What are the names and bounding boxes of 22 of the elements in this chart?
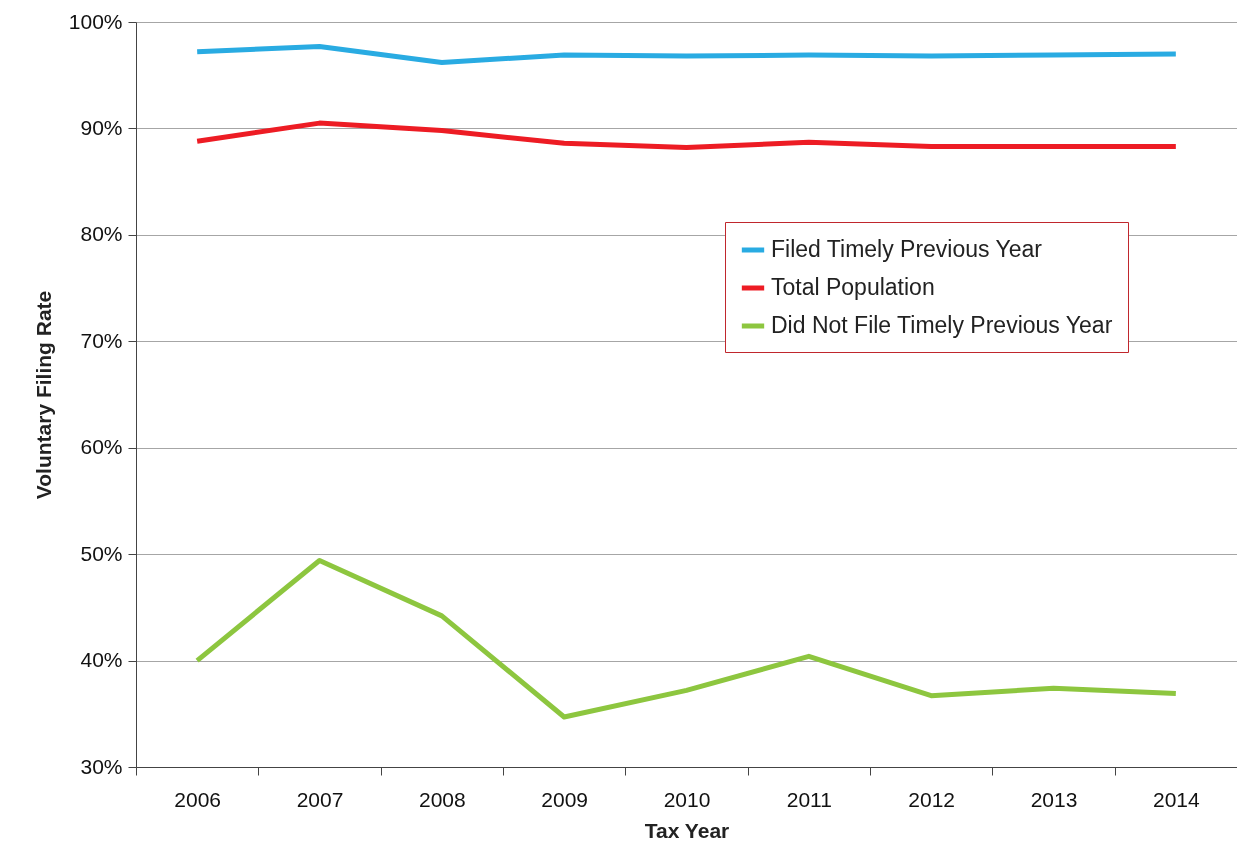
legend-label: Filed Timely Previous Year — [771, 236, 1043, 262]
y-axis-title: Voluntary Filing Rate — [31, 290, 55, 500]
x-tick-label: 2014 — [1152, 787, 1201, 811]
legend-label: Total Population — [771, 274, 935, 300]
x-tick-label: 2008 — [418, 787, 466, 811]
x-tick-label: 2012 — [908, 787, 956, 811]
x-tick-label: 2010 — [663, 787, 711, 811]
y-tick-label: 40% — [80, 648, 123, 672]
y-tick-label: 70% — [80, 328, 123, 352]
y-tick-label: 100% — [68, 9, 123, 33]
x-tick-label: 2013 — [1030, 787, 1078, 811]
y-tick-label: 90% — [80, 115, 123, 139]
y-tick-label: 60% — [80, 435, 123, 459]
legend-label: Did Not File Timely Previous Year — [771, 312, 1113, 338]
y-tick-label: 50% — [80, 541, 123, 565]
x-tick-label: 2011 — [786, 787, 832, 811]
x-tick-label: 2006 — [174, 787, 222, 811]
y-tick-label: 30% — [80, 754, 123, 778]
x-tick-label: 2007 — [296, 787, 344, 811]
x-axis-title: Tax Year — [644, 818, 730, 842]
y-tick-label: 80% — [80, 222, 123, 246]
x-tick-label: 2009 — [541, 787, 589, 811]
